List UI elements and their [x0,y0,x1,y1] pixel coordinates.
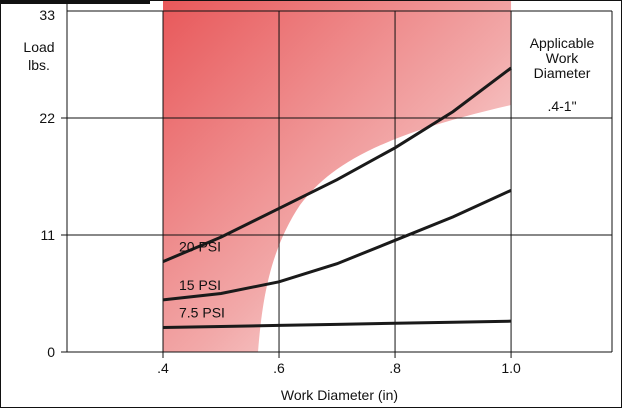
y-axis-label: Load [23,39,54,55]
annotation: Diameter [534,65,591,81]
annotation: Applicable [530,35,595,51]
shade-cutout [258,105,512,352]
series-label: 15 PSI [179,277,221,293]
x-tick-label: 1.0 [501,360,521,376]
top-bar [0,0,150,4]
x-tick-label: .4 [157,360,169,376]
series-line [162,319,512,330]
x-axis-label: Work Diameter (in) [281,387,398,403]
y-tick-label: 0 [47,344,55,360]
series-line [162,66,512,263]
annotation: .4-1" [547,98,576,114]
annotation: Work [546,50,579,66]
y-tick-label: 11 [40,227,55,243]
y-tick-label: 33 [39,7,55,23]
y-axis-label: lbs. [28,57,50,73]
series-line [162,188,512,302]
y-tick-label: 22 [39,110,55,126]
series-label: 20 PSI [179,239,221,255]
x-tick-label: .8 [389,360,401,376]
series-label: 7.5 PSI [179,305,225,321]
shaded-region [163,1,512,352]
x-tick-label: .6 [273,360,285,376]
plot: 0 11 22 33 .4 .6 .8 1.0 Work Diameter (in) Load lb… [23,0,613,403]
